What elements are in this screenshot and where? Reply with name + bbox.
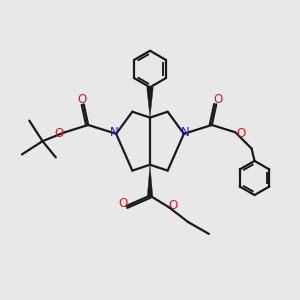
Text: O: O bbox=[168, 199, 177, 212]
Polygon shape bbox=[147, 87, 153, 118]
Text: O: O bbox=[236, 127, 245, 140]
Text: O: O bbox=[78, 93, 87, 106]
Text: N: N bbox=[110, 126, 119, 140]
Text: N: N bbox=[181, 126, 190, 140]
Polygon shape bbox=[147, 165, 153, 196]
Text: O: O bbox=[213, 93, 222, 106]
Text: O: O bbox=[118, 197, 128, 210]
Text: O: O bbox=[55, 127, 64, 140]
